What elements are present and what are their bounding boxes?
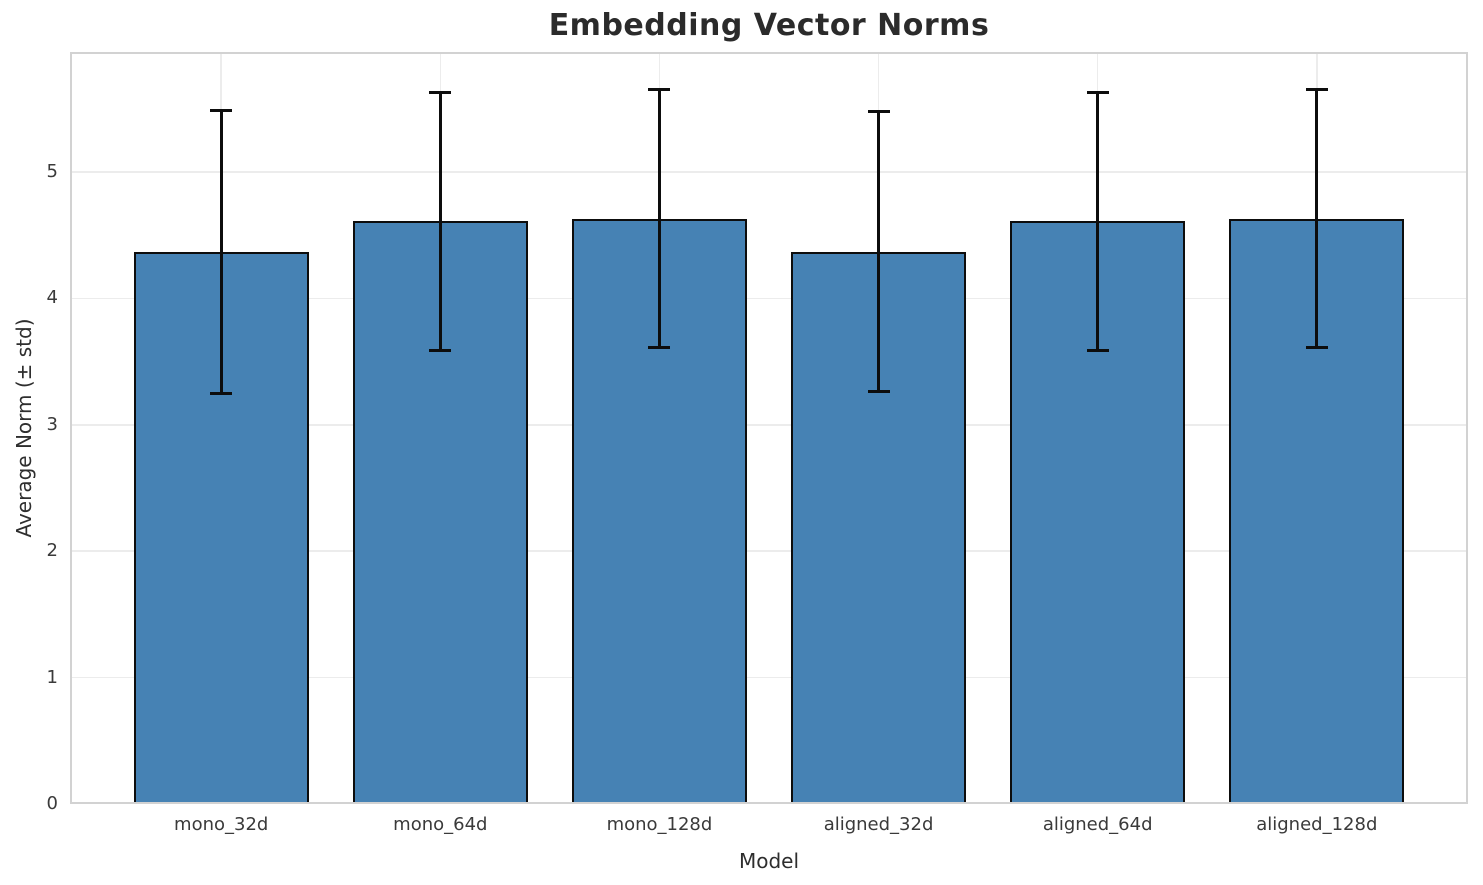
y-axis-label: Average Norm (± std): [12, 318, 36, 538]
gridline-horizontal: [70, 297, 1468, 300]
x-tick-label: aligned_32d: [823, 814, 934, 835]
gridline-horizontal: [70, 676, 1468, 679]
error-cap-bottom: [867, 390, 890, 394]
plot-area: [70, 52, 1468, 804]
x-tick-label: mono_32d: [174, 814, 269, 835]
error-cap-top: [429, 90, 452, 94]
bars-layer: [70, 52, 1468, 804]
x-tick-label: mono_64d: [393, 814, 488, 835]
y-tick-label: 0: [46, 793, 58, 814]
error-cap-bottom: [648, 346, 671, 350]
y-tick-label: 2: [46, 540, 58, 562]
gridline-horizontal: [70, 550, 1468, 552]
error-cap-top: [648, 88, 671, 92]
error-bar-aligned_128d: [1315, 89, 1319, 348]
y-tick-label: 1: [46, 666, 58, 688]
gridline-horizontal: [70, 424, 1468, 426]
gridline-horizontal: [70, 171, 1468, 173]
error-cap-top: [1086, 90, 1109, 94]
y-tick-label: 5: [46, 161, 58, 183]
x-tick-label: aligned_128d: [1256, 814, 1378, 835]
error-cap-top: [210, 108, 233, 112]
error-bar-aligned_32d: [877, 111, 881, 392]
error-cap-top: [1305, 88, 1328, 92]
error-cap-bottom: [1305, 346, 1328, 350]
error-cap-top: [867, 109, 890, 113]
chart-title: Embedding Vector Norms: [548, 8, 990, 43]
error-bar-mono_32d: [219, 110, 223, 394]
error-cap-bottom: [210, 391, 233, 395]
error-bar-aligned_64d: [1096, 92, 1100, 351]
y-tick-label: 3: [46, 413, 58, 435]
error-bar-mono_128d: [657, 89, 661, 348]
error-cap-bottom: [1086, 348, 1109, 352]
error-bar-mono_64d: [438, 92, 442, 351]
x-tick-label: mono_128d: [606, 814, 713, 835]
y-tick-label: 4: [46, 287, 58, 309]
x-tick-label: aligned_64d: [1042, 814, 1153, 835]
x-axis-label: Model: [738, 849, 800, 873]
error-cap-bottom: [429, 348, 452, 352]
